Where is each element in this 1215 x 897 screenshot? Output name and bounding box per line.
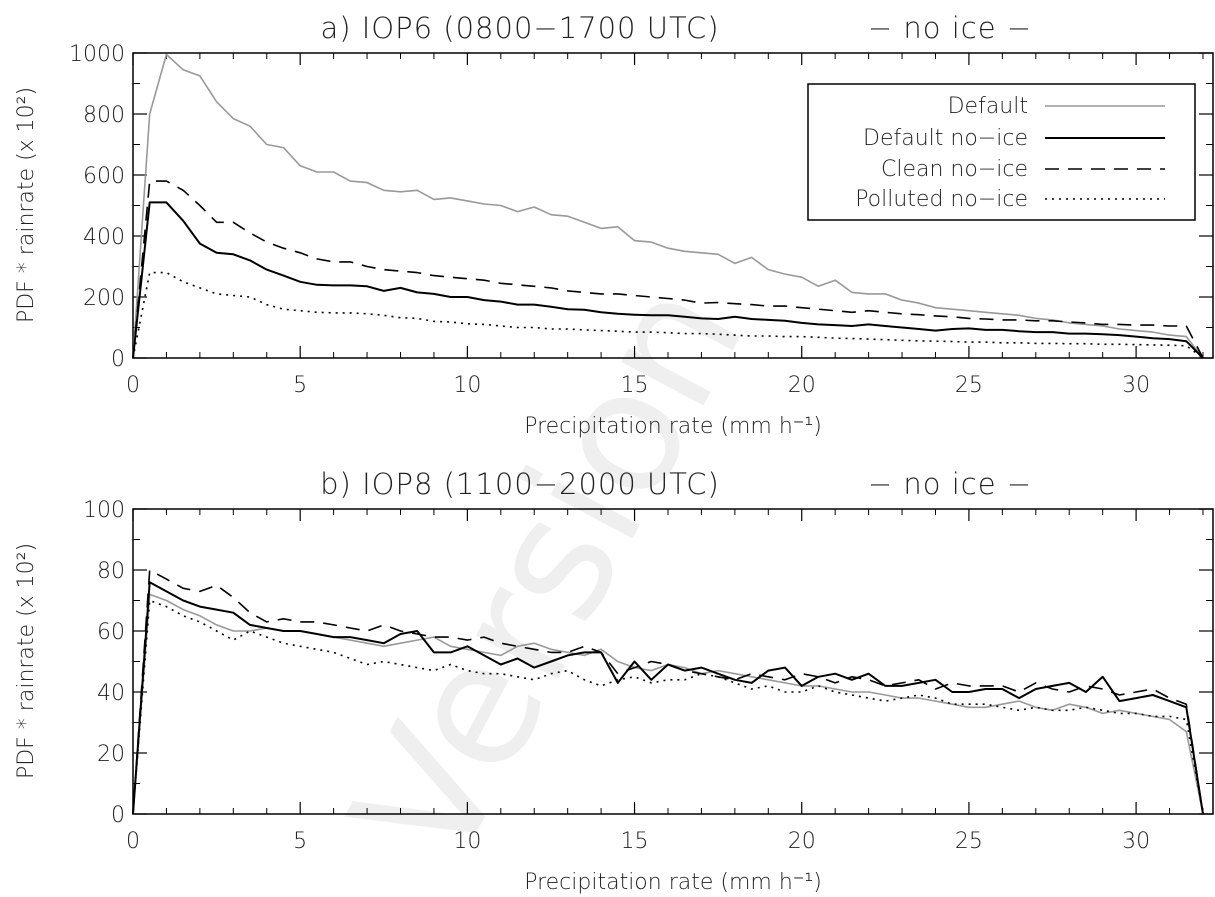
panel-a-ylabel: PDF * rainrate (x 10²) [14,87,39,323]
legend-label-clean-no-ice: Clean no−ice [881,157,1028,182]
y-tick-label: 0 [111,803,125,828]
plot-frame-b [132,508,1214,815]
y-tick-label: 400 [83,225,125,250]
y-tick-label: 60 [97,620,125,645]
y-tick-label: 0 [111,347,125,372]
panel-a-title: a) IOP6 (0800−1700 UTC) [320,11,719,45]
x-tick-label: 15 [621,829,649,854]
panel-a-ticks: 0 5 10 15 20 25 30 0 200 400 600 800 1000 [69,42,1213,398]
y-tick-label: 100 [83,498,125,523]
y-tick-label: 200 [83,286,125,311]
x-tick-label: 25 [955,373,983,398]
panel-a: a) IOP6 (0800−1700 UTC) − no ice − Preci… [14,11,1214,439]
series-line-default-no-ice [132,581,1204,815]
panel-b-lines [132,569,1204,815]
legend-entry-clean-no-ice: Clean no−ice [881,157,1165,182]
x-tick-label: 5 [293,373,307,398]
panel-b-xlabel: Precipitation rate (mm h⁻¹) [524,870,822,895]
y-tick-label: 800 [83,103,125,128]
legend: Default Default no−ice Clean no−ice Poll… [807,83,1196,221]
legend-label-polluted-no-ice: Polluted no−ice [855,187,1028,212]
y-tick-label: 80 [97,559,125,584]
series-line-default [132,593,1204,815]
x-tick-label: 0 [126,829,140,854]
x-tick-label: 20 [788,373,816,398]
x-tick-label: 5 [293,829,307,854]
legend-entry-default: Default [948,94,1165,119]
panel-b-title: b) IOP8 (1100−2000 UTC) [320,467,720,501]
x-tick-label: 15 [621,373,649,398]
panel-b-ticks: 0 5 10 15 20 25 30 0 20 40 60 80 100 [83,498,1213,854]
y-tick-label: 1000 [69,42,125,67]
panel-a-lines [132,53,1204,359]
series-line-default-no-ice [132,201,1204,359]
x-tick-label: 30 [1122,373,1150,398]
legend-label-default: Default [948,94,1028,119]
series-line-clean-no-ice [132,569,1204,815]
x-tick-label: 25 [955,829,983,854]
series-line-polluted-no-ice [132,599,1204,815]
panel-a-title-tag: − no ice − [868,11,1032,45]
x-tick-label: 10 [453,373,481,398]
x-tick-label: 20 [788,829,816,854]
panel-b-title-tag: − no ice − [868,467,1032,501]
series-line-clean-no-ice [132,180,1204,359]
legend-label-default-no-ice: Default no−ice [863,126,1028,151]
panel-b-ylabel: PDF * rainrate (x 10²) [14,543,39,779]
panel-b: b) IOP8 (1100−2000 UTC) − no ice − Preci… [14,467,1214,895]
y-tick-label: 600 [83,164,125,189]
x-tick-label: 30 [1122,829,1150,854]
panel-a-xlabel: Precipitation rate (mm h⁻¹) [524,414,822,439]
x-tick-label: 10 [453,829,481,854]
y-tick-label: 20 [97,742,125,767]
series-line-default [132,53,1204,359]
legend-entry-default-no-ice: Default no−ice [863,126,1165,151]
x-tick-label: 0 [126,373,140,398]
legend-entry-polluted-no-ice: Polluted no−ice [855,187,1165,212]
watermark-text: Version [315,250,783,895]
y-tick-label: 40 [97,681,125,706]
